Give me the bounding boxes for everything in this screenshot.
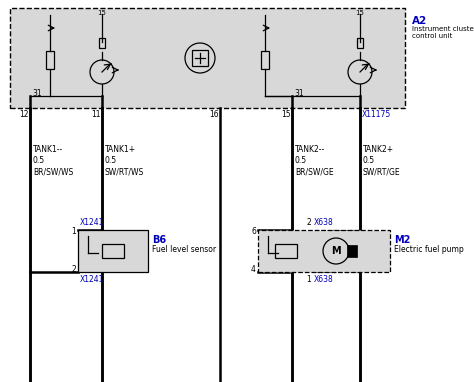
Bar — [10, 8, 405, 108]
Text: B6: B6 — [152, 235, 166, 245]
Bar — [261, 51, 269, 69]
Bar — [275, 244, 297, 258]
Bar — [258, 230, 390, 272]
Bar — [78, 230, 148, 272]
Text: 15: 15 — [356, 10, 365, 16]
Text: A2: A2 — [412, 16, 427, 26]
Text: 15: 15 — [282, 110, 291, 119]
Bar — [347, 245, 357, 257]
Text: 6: 6 — [251, 228, 256, 236]
Text: 1: 1 — [71, 228, 76, 236]
Text: X1241: X1241 — [80, 275, 104, 284]
Text: M: M — [331, 246, 341, 256]
Text: TANK2+
0.5
SW/RT/GE: TANK2+ 0.5 SW/RT/GE — [363, 145, 401, 177]
Text: TANK1--
0.5
BR/SW/WS: TANK1-- 0.5 BR/SW/WS — [33, 145, 73, 177]
Text: X638: X638 — [314, 218, 334, 227]
Text: 16: 16 — [210, 110, 219, 119]
Text: 31: 31 — [294, 89, 304, 98]
Text: 31: 31 — [32, 89, 42, 98]
Text: X1241: X1241 — [80, 218, 104, 227]
Text: 1: 1 — [306, 275, 311, 284]
Bar — [46, 51, 54, 69]
Text: TANK1+
0.5
SW/RT/WS: TANK1+ 0.5 SW/RT/WS — [105, 145, 144, 177]
Text: 2: 2 — [306, 218, 311, 227]
Text: 11: 11 — [91, 110, 101, 119]
Text: M2: M2 — [394, 235, 410, 245]
Bar — [102, 244, 124, 258]
Text: 12: 12 — [19, 110, 29, 119]
Text: 15: 15 — [98, 10, 107, 16]
Text: Instrument cluster
control unit: Instrument cluster control unit — [412, 26, 474, 39]
Text: TANK2--
0.5
BR/SW/GE: TANK2-- 0.5 BR/SW/GE — [295, 145, 334, 177]
Text: Electric fuel pump: Electric fuel pump — [394, 245, 464, 254]
Text: X11175: X11175 — [362, 110, 391, 119]
Text: Fuel level sensor: Fuel level sensor — [152, 245, 216, 254]
Text: 2: 2 — [71, 265, 76, 275]
Bar — [357, 38, 363, 48]
Text: 4: 4 — [251, 265, 256, 275]
Bar — [192, 50, 208, 66]
Text: X638: X638 — [314, 275, 334, 284]
Bar — [99, 38, 105, 48]
